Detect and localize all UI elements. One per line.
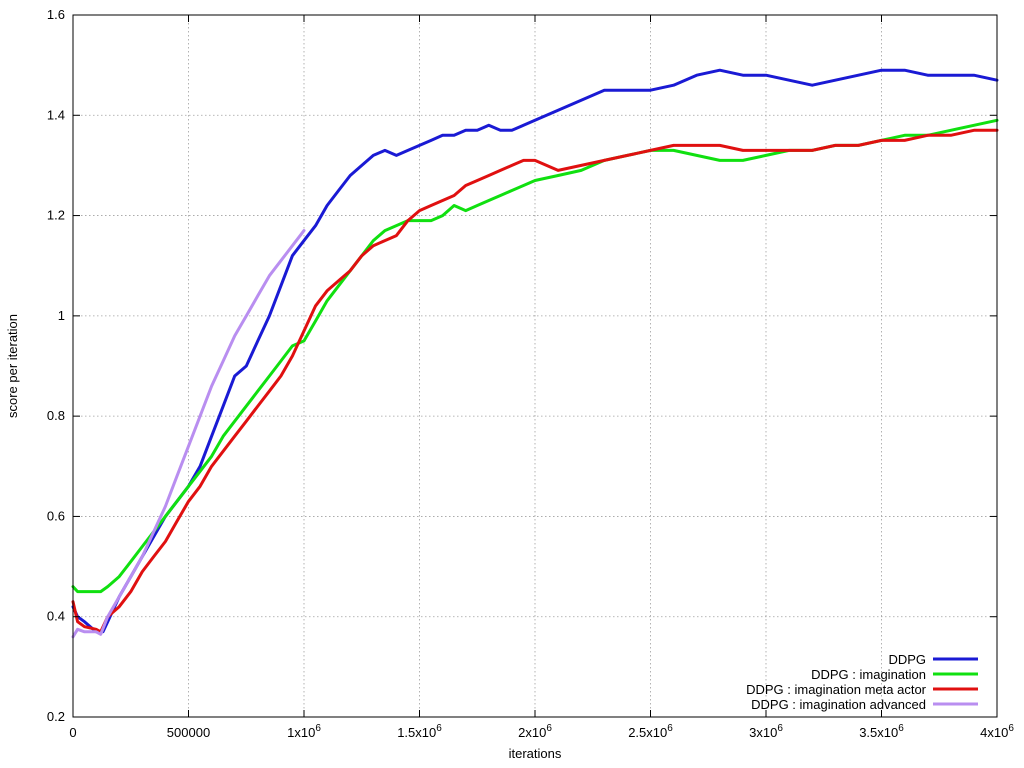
x-tick-exponent: 6: [315, 723, 321, 734]
legend-label: DDPG : imagination: [811, 667, 926, 682]
y-tick-label: 1.4: [47, 107, 65, 122]
y-tick-label: 0.4: [47, 609, 65, 624]
series-line-2: [71, 128, 999, 634]
x-tick-base: 2x10: [518, 725, 546, 740]
y-axis-label: score per iteration: [5, 314, 20, 418]
axis-ticks: [72, 14, 998, 718]
x-tick-label: 4x106: [980, 723, 1014, 740]
x-tick-exponent: 6: [898, 723, 904, 734]
x-tick-exponent: 6: [777, 723, 783, 734]
x-tick-base: 3.5x10: [859, 725, 898, 740]
grid: [73, 15, 997, 717]
x-tick-label: 2.5x106: [628, 723, 673, 740]
x-tick-label: 1.5x106: [397, 723, 442, 740]
legend-label: DDPG : imagination advanced: [751, 697, 926, 712]
x-tick-base: 2.5x10: [628, 725, 667, 740]
y-tick-label: 0.8: [47, 408, 65, 423]
x-tick-base: 4x10: [980, 725, 1008, 740]
legend-label: DDPG : imagination meta actor: [746, 682, 927, 697]
x-tick-labels: 0 500000 1x106 1.5x106 2x106 2.5x106 3x106 3.5x…: [69, 723, 1014, 740]
x-tick-base: 0: [69, 725, 76, 740]
legend-label: DDPG: [888, 652, 926, 667]
y-tick-label: 1.2: [47, 208, 65, 223]
y-tick-label: 0.6: [47, 508, 65, 523]
series-line-3: [71, 229, 306, 639]
y-tick-labels: 0.2 0.4 0.6 0.8 1 1.2 1.4 1.6: [47, 7, 65, 724]
x-tick-label: 1x106: [287, 723, 321, 740]
x-tick-label: 0: [69, 725, 76, 740]
y-tick-label: 1.6: [47, 7, 65, 22]
series-lines: [71, 68, 999, 639]
x-axis-label: iterations: [509, 746, 562, 761]
x-tick-exponent: 6: [546, 723, 552, 734]
x-tick-base: 500000: [167, 725, 210, 740]
x-tick-exponent: 6: [436, 723, 442, 734]
x-tick-base: 1.5x10: [397, 725, 436, 740]
y-tick-label: 0.2: [47, 709, 65, 724]
x-tick-base: 1x10: [287, 725, 315, 740]
x-tick-label: 500000: [167, 725, 210, 740]
x-tick-label: 2x106: [518, 723, 552, 740]
x-tick-label: 3.5x106: [859, 723, 904, 740]
x-tick-label: 3x106: [749, 723, 783, 740]
x-tick-exponent: 6: [1008, 723, 1014, 734]
x-tick-exponent: 6: [667, 723, 673, 734]
y-tick-label: 1: [58, 308, 65, 323]
x-tick-base: 3x10: [749, 725, 777, 740]
